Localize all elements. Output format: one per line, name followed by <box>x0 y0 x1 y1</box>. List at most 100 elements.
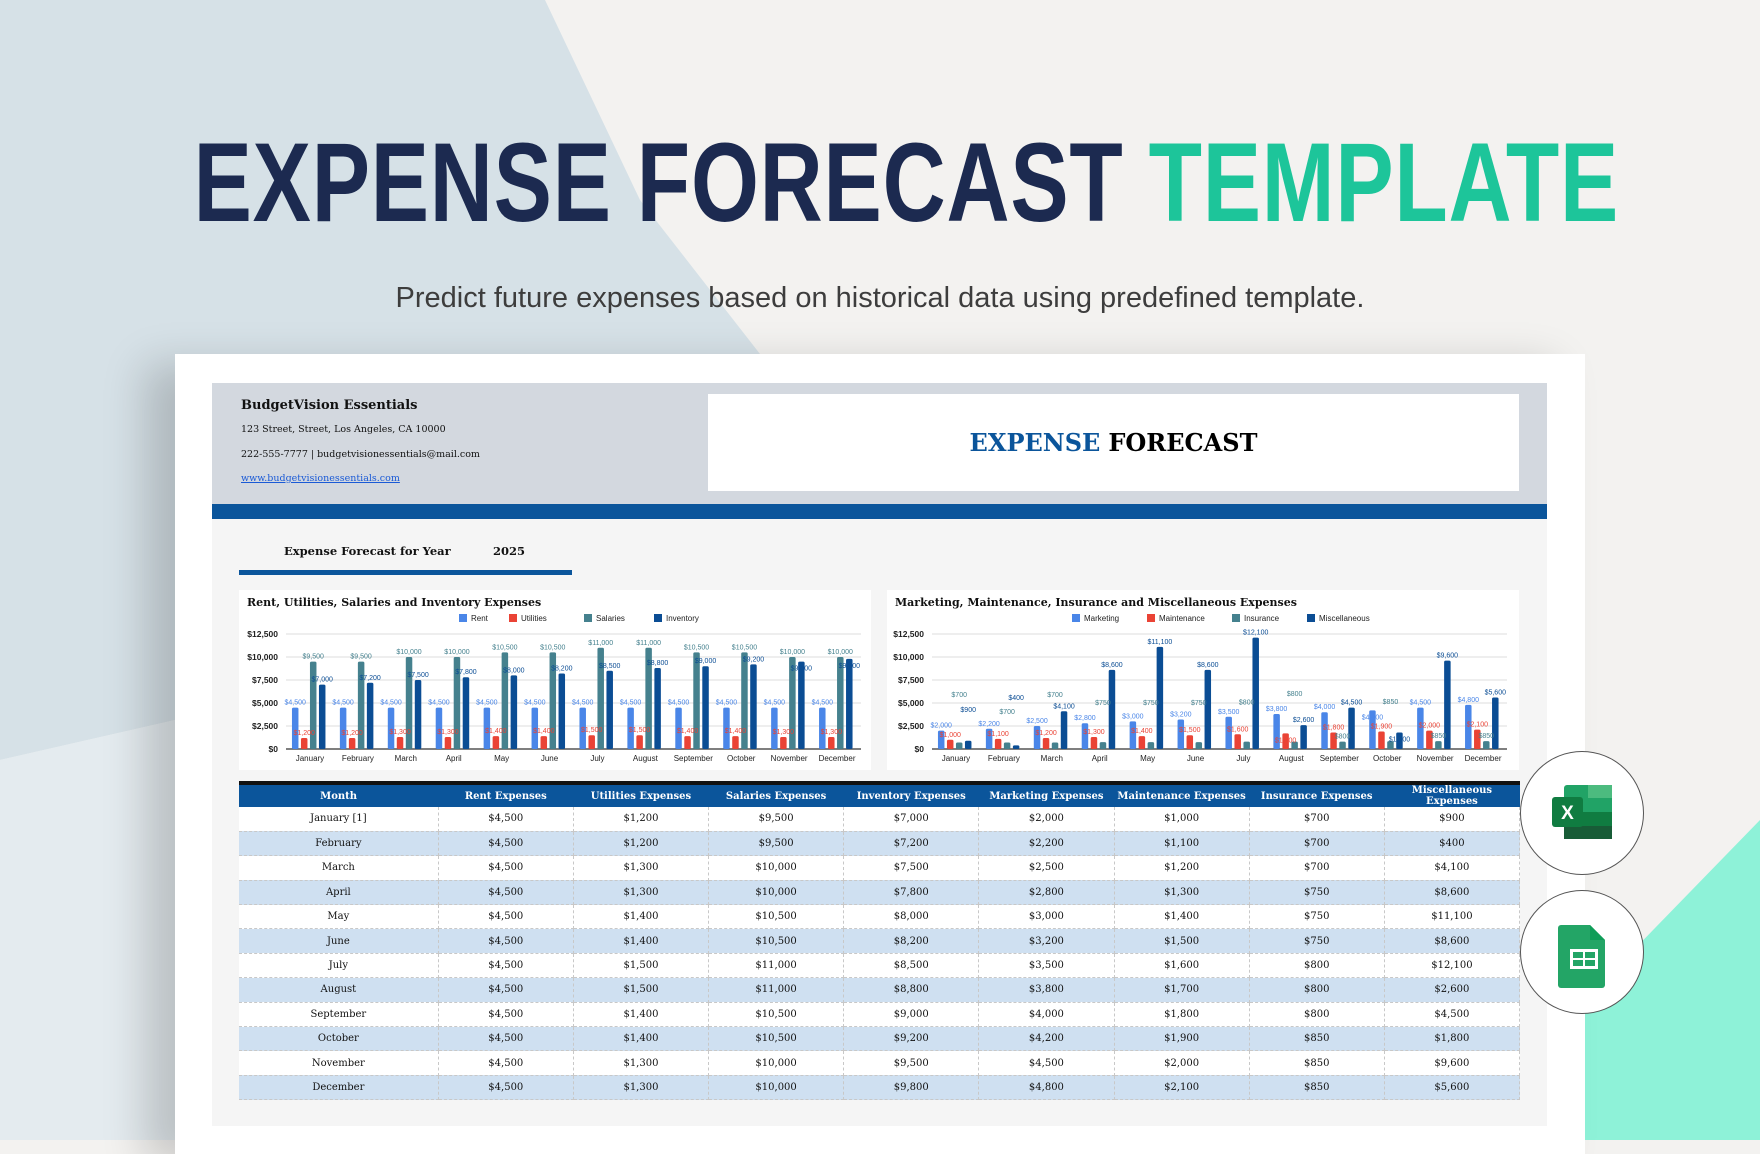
expense-cell[interactable]: $4,500 <box>438 977 574 1003</box>
expense-cell[interactable]: $4,000 <box>978 1002 1115 1028</box>
expense-cell[interactable]: $1,600 <box>1114 953 1250 979</box>
expense-cell[interactable]: $1,300 <box>573 880 710 906</box>
column-header[interactable]: Maintenance Expenses <box>1114 783 1250 807</box>
expense-cell[interactable]: $1,200 <box>573 831 710 857</box>
expense-cell[interactable]: $2,000 <box>978 807 1115 832</box>
expense-cell[interactable]: $750 <box>1249 904 1385 930</box>
expense-cell[interactable]: $2,000 <box>1114 1050 1250 1076</box>
expense-cell[interactable]: $10,000 <box>708 855 845 881</box>
expense-cell[interactable]: $800 <box>1249 1002 1385 1028</box>
expense-cell[interactable]: $7,000 <box>843 807 980 832</box>
month-cell[interactable]: August <box>239 977 439 1003</box>
expense-cell[interactable]: $1,100 <box>1114 831 1250 857</box>
expense-cell[interactable]: $750 <box>1249 880 1385 906</box>
expense-cell[interactable]: $10,500 <box>708 1026 845 1052</box>
expense-cell[interactable]: $7,200 <box>843 831 980 857</box>
expense-cell[interactable]: $4,500 <box>438 953 574 979</box>
expense-cell[interactable]: $700 <box>1249 855 1385 881</box>
expense-cell[interactable]: $4,500 <box>978 1050 1115 1076</box>
expense-cell[interactable]: $4,500 <box>438 807 574 832</box>
expense-cell[interactable]: $4,500 <box>438 880 574 906</box>
expense-cell[interactable]: $800 <box>1249 977 1385 1003</box>
expense-cell[interactable]: $850 <box>1249 1050 1385 1076</box>
expense-cell[interactable]: $8,500 <box>843 953 980 979</box>
expense-cell[interactable]: $4,500 <box>1384 1002 1521 1028</box>
expense-cell[interactable]: $9,600 <box>1384 1050 1521 1076</box>
year-value[interactable]: 2025 <box>493 544 526 558</box>
column-header[interactable]: Marketing Expenses <box>978 783 1114 807</box>
expense-cell[interactable]: $4,500 <box>438 928 574 954</box>
expense-cell[interactable]: $1,200 <box>573 807 710 832</box>
expense-cell[interactable]: $700 <box>1249 807 1385 832</box>
expense-cell[interactable]: $850 <box>1249 1026 1385 1052</box>
expense-cell[interactable]: $11,000 <box>708 953 845 979</box>
month-cell[interactable]: June <box>239 928 439 954</box>
expense-cell[interactable]: $7,500 <box>843 855 980 881</box>
expense-cell[interactable]: $3,800 <box>978 977 1115 1003</box>
expense-cell[interactable]: $9,500 <box>708 831 845 857</box>
expense-cell[interactable]: $1,300 <box>573 1075 710 1101</box>
expense-cell[interactable]: $9,000 <box>843 1002 980 1028</box>
expense-cell[interactable]: $1,000 <box>1114 807 1250 832</box>
expense-cell[interactable]: $8,600 <box>1384 880 1521 906</box>
expense-cell[interactable]: $8,000 <box>843 904 980 930</box>
google-sheets-button[interactable] <box>1520 890 1644 1014</box>
expense-cell[interactable]: $11,000 <box>708 977 845 1003</box>
month-cell[interactable]: April <box>239 880 439 906</box>
expense-cell[interactable]: $1,400 <box>1114 904 1250 930</box>
expense-cell[interactable]: $2,800 <box>978 880 1115 906</box>
expense-cell[interactable]: $1,400 <box>573 1026 710 1052</box>
expense-cell[interactable]: $1,700 <box>1114 977 1250 1003</box>
expense-cell[interactable]: $2,600 <box>1384 977 1521 1003</box>
column-header[interactable]: Insurance Expenses <box>1249 783 1385 807</box>
expense-cell[interactable]: $1,500 <box>1114 928 1250 954</box>
expense-cell[interactable]: $10,000 <box>708 1075 845 1101</box>
expense-cell[interactable]: $400 <box>1384 831 1521 857</box>
expense-cell[interactable]: $5,600 <box>1384 1075 1521 1101</box>
column-header[interactable]: Salaries Expenses <box>708 783 844 807</box>
expense-cell[interactable]: $4,500 <box>438 831 574 857</box>
month-cell[interactable]: November <box>239 1050 439 1076</box>
expense-cell[interactable]: $1,300 <box>573 1050 710 1076</box>
expense-cell[interactable]: $3,200 <box>978 928 1115 954</box>
expense-cell[interactable]: $10,500 <box>708 1002 845 1028</box>
expense-cell[interactable]: $750 <box>1249 928 1385 954</box>
expense-cell[interactable]: $4,800 <box>978 1075 1115 1101</box>
expense-cell[interactable]: $850 <box>1249 1075 1385 1101</box>
expense-cell[interactable]: $7,800 <box>843 880 980 906</box>
expense-cell[interactable]: $1,500 <box>573 953 710 979</box>
expense-cell[interactable]: $2,100 <box>1114 1075 1250 1101</box>
expense-cell[interactable]: $4,500 <box>438 855 574 881</box>
column-header[interactable]: Miscellaneous Expenses <box>1384 783 1520 807</box>
month-cell[interactable]: February <box>239 831 439 857</box>
expense-cell[interactable]: $4,500 <box>438 1075 574 1101</box>
expense-cell[interactable]: $1,400 <box>573 928 710 954</box>
expense-cell[interactable]: $4,500 <box>438 1002 574 1028</box>
month-cell[interactable]: March <box>239 855 439 881</box>
month-cell[interactable]: October <box>239 1026 439 1052</box>
expense-cell[interactable]: $3,000 <box>978 904 1115 930</box>
expense-cell[interactable]: $12,100 <box>1384 953 1521 979</box>
expense-cell[interactable]: $2,200 <box>978 831 1115 857</box>
expense-cell[interactable]: $4,500 <box>438 904 574 930</box>
expense-cell[interactable]: $1,400 <box>573 904 710 930</box>
expense-cell[interactable]: $9,200 <box>843 1026 980 1052</box>
month-cell[interactable]: May <box>239 904 439 930</box>
expense-cell[interactable]: $9,800 <box>843 1075 980 1101</box>
column-header[interactable]: Utilities Expenses <box>573 783 709 807</box>
expense-cell[interactable]: $4,200 <box>978 1026 1115 1052</box>
expense-cell[interactable]: $10,500 <box>708 928 845 954</box>
expense-cell[interactable]: $9,500 <box>843 1050 980 1076</box>
expense-cell[interactable]: $900 <box>1384 807 1521 832</box>
expense-cell[interactable]: $1,900 <box>1114 1026 1250 1052</box>
expense-cell[interactable]: $8,800 <box>843 977 980 1003</box>
expense-cell[interactable]: $8,200 <box>843 928 980 954</box>
month-cell[interactable]: September <box>239 1002 439 1028</box>
expense-cell[interactable]: $1,800 <box>1384 1026 1521 1052</box>
expense-cell[interactable]: $1,800 <box>1114 1002 1250 1028</box>
expense-cell[interactable]: $2,500 <box>978 855 1115 881</box>
expense-cell[interactable]: $10,000 <box>708 1050 845 1076</box>
expense-cell[interactable]: $10,000 <box>708 880 845 906</box>
column-header[interactable]: Inventory Expenses <box>843 783 979 807</box>
expense-cell[interactable]: $9,500 <box>708 807 845 832</box>
